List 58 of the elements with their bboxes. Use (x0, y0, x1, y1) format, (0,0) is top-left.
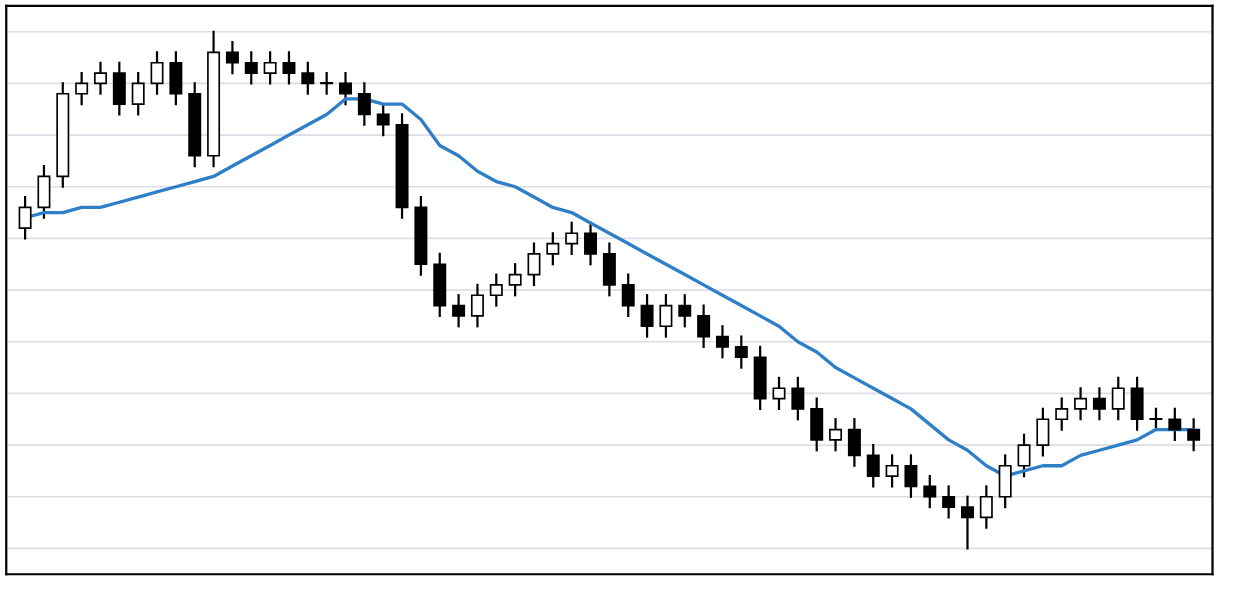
candlestick (753, 345, 767, 411)
candlestick (1168, 407, 1182, 442)
candlestick (734, 335, 748, 369)
candlestick (602, 242, 616, 297)
candlestick (282, 51, 296, 85)
candlestick (225, 40, 239, 75)
candlestick (112, 61, 126, 116)
candlestick (1055, 397, 1069, 431)
candlestick (376, 102, 390, 137)
candlestick (508, 263, 522, 297)
candlestick (1187, 418, 1201, 452)
candlestick (1074, 387, 1088, 421)
candlestick (904, 454, 918, 498)
candlestick (772, 376, 786, 411)
candlestick (301, 61, 315, 95)
candlestick (866, 443, 880, 488)
candlestick (1092, 387, 1106, 421)
candlestick (169, 51, 183, 106)
candlestick (979, 485, 993, 529)
candlestick (339, 71, 352, 106)
candlestick (621, 273, 635, 318)
candlestick (546, 232, 560, 266)
candlestick (659, 294, 673, 338)
candlestick (810, 397, 824, 452)
candlestick (678, 294, 692, 328)
candlestick (37, 164, 51, 219)
candlestick (75, 71, 89, 106)
candlestick (1130, 376, 1144, 431)
candlestick (791, 376, 805, 421)
candlestick (320, 71, 334, 95)
candlestick (150, 51, 164, 95)
candlestick (93, 61, 107, 95)
candlestick (1111, 376, 1125, 421)
candlestick (565, 221, 579, 256)
candlestick (885, 454, 899, 488)
candlestick (433, 252, 447, 318)
candlestick (244, 51, 258, 85)
candlestick (357, 82, 371, 126)
candlestick (470, 283, 484, 328)
candlestick (584, 221, 598, 266)
candlestick (923, 474, 937, 509)
candlestick (18, 195, 32, 240)
candlestick (131, 71, 145, 116)
candlestick (715, 325, 729, 359)
candlestick (942, 485, 956, 519)
candlestick (1017, 433, 1031, 478)
candlestick (998, 454, 1012, 509)
candlestick (1036, 407, 1050, 457)
candlestick (829, 418, 843, 452)
candlestick (640, 294, 654, 338)
candlestick (847, 418, 861, 467)
candlestick (489, 273, 503, 307)
candlestick (452, 294, 466, 328)
candlestick (697, 304, 711, 349)
candlestick (527, 242, 541, 287)
candlestick (960, 495, 974, 550)
candlestick (263, 51, 277, 85)
candlestick (1149, 407, 1163, 431)
